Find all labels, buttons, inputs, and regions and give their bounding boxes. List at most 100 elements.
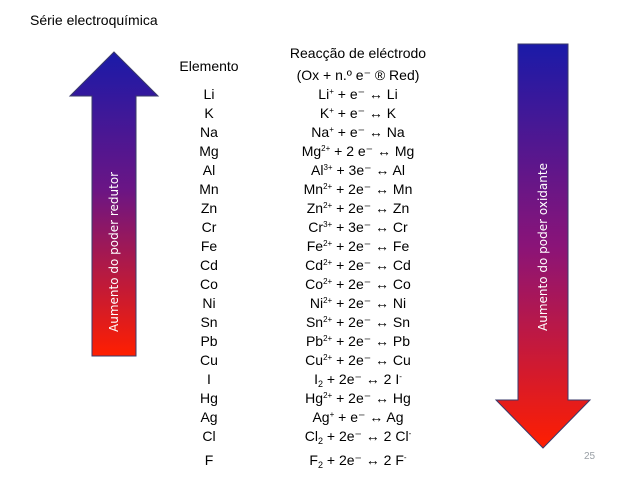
reaction-product: 2 F — [379, 452, 404, 468]
element-symbol: Fe — [200, 238, 218, 254]
reaction-electrons: + 2e⁻ — [332, 257, 376, 273]
element-symbol: Ag — [200, 409, 218, 425]
electrode-reaction: Co2+ + 2e⁻ ↔ Co — [272, 276, 444, 293]
reaction-oxidant: Cd — [305, 257, 324, 273]
reaction-charge: + — [329, 106, 334, 115]
element-symbol: Sn — [200, 314, 218, 330]
equilibrium-arrow-icon: ↔ — [375, 390, 390, 406]
electrode-reaction: Hg2+ + 2e⁻ ↔ Hg — [272, 390, 444, 407]
element-symbol: F — [204, 452, 214, 468]
reaction-product: Ni — [389, 295, 407, 311]
equilibrium-arrow-icon: ↔ — [375, 200, 390, 216]
reaction-charge: 2+ — [323, 277, 333, 286]
element-symbol: Cr — [201, 219, 217, 235]
reaction-electrons: + 2e⁻ — [322, 452, 366, 468]
element-symbol: Zn — [200, 200, 218, 216]
left-arrow-label: Aumento do poder redutor — [107, 171, 121, 332]
reaction-product: Co — [389, 276, 411, 292]
reaction-product: Ag — [383, 409, 404, 425]
right-arrow-down-icon — [494, 43, 592, 449]
reaction-product: Cd — [389, 257, 411, 273]
reaction-electrons: + 2 e⁻ — [330, 143, 377, 159]
reaction-subscript: 2 — [317, 379, 323, 389]
reaction-product: Sn — [389, 314, 411, 330]
reaction-product-charge: - — [403, 453, 407, 462]
reaction-product: Mn — [389, 181, 413, 197]
reaction-oxidant: Ag — [312, 409, 330, 425]
reaction-header-line1: Reacção de eléctrodo — [289, 45, 427, 61]
reaction-oxidant: Na — [311, 124, 330, 140]
electrode-reaction: Cu2+ + 2e⁻ ↔ Cu — [272, 352, 444, 369]
reaction-charge: 2+ — [323, 258, 333, 267]
equilibrium-arrow-icon: ↔ — [375, 295, 390, 311]
element-symbol: Cd — [200, 257, 218, 273]
element-symbol: Cu — [200, 352, 218, 368]
reaction-oxidant: Zn — [306, 200, 324, 216]
reaction-electrons: + 2e⁻ — [332, 276, 376, 292]
element-column-header: Elemento — [179, 58, 239, 74]
reaction-product: K — [382, 105, 397, 121]
reaction-oxidant: Pb — [305, 333, 324, 349]
reaction-electrons: + 2e⁻ — [332, 181, 376, 197]
reaction-charge: 3+ — [323, 163, 333, 172]
electrode-reaction: Li+ + e⁻ ↔ Li — [272, 86, 444, 103]
element-symbol: Al — [202, 162, 216, 178]
reaction-product: Hg — [389, 390, 411, 406]
left-arrow-up-icon — [68, 51, 160, 357]
element-symbol: K — [204, 105, 214, 121]
right-arrow-label: Aumento do poder oxidante — [536, 163, 550, 331]
reaction-oxidant: F — [309, 452, 318, 468]
equilibrium-arrow-icon: ↔ — [365, 371, 380, 387]
equilibrium-arrow-icon: ↔ — [375, 276, 390, 292]
element-symbol: Co — [200, 276, 218, 292]
reaction-oxidant: Mn — [303, 181, 324, 197]
reaction-product: Cu — [389, 352, 411, 368]
reaction-oxidant: Mg — [301, 143, 322, 159]
element-symbol: Cl — [202, 428, 216, 444]
electrode-reaction: Fe2+ + 2e⁻ ↔ Fe — [272, 238, 444, 255]
reaction-electrons: + e⁻ — [333, 86, 369, 102]
reaction-product: Mg — [390, 143, 415, 159]
equilibrium-arrow-icon: ↔ — [368, 124, 383, 140]
reaction-oxidant: K — [319, 105, 330, 121]
reaction-oxidant: Cu — [305, 352, 324, 368]
reaction-product-charge: - — [408, 429, 412, 438]
reaction-product: Na — [382, 124, 405, 140]
reaction-subscript: 2 — [317, 460, 323, 470]
equilibrium-arrow-icon: ↔ — [375, 181, 390, 197]
reaction-charge: 2+ — [323, 315, 333, 324]
reaction-charge: 2+ — [323, 296, 333, 305]
reaction-charge: 2+ — [323, 201, 333, 210]
equilibrium-arrow-icon: ↔ — [375, 257, 390, 273]
reaction-product: Fe — [389, 238, 410, 254]
reaction-column-header: Reacção de eléctrodo (Ox + n.º e⁻ ® Red) — [262, 42, 454, 86]
electrode-reaction: Al3+ + 3e⁻ ↔ Al — [272, 162, 444, 179]
reaction-product-charge: - — [399, 372, 402, 381]
reaction-electrons: + 2e⁻ — [322, 371, 366, 387]
reaction-product: Li — [382, 86, 398, 102]
equilibrium-arrow-icon: ↔ — [375, 314, 390, 330]
reaction-product: Pb — [389, 333, 411, 349]
reaction-electrons: + 3e⁻ — [332, 162, 376, 178]
reaction-subscript: 2 — [317, 436, 323, 446]
reaction-oxidant: Hg — [305, 390, 324, 406]
reaction-electrons: + 2e⁻ — [332, 333, 376, 349]
equilibrium-arrow-icon: ↔ — [365, 428, 380, 444]
equilibrium-arrow-icon: ↔ — [368, 105, 383, 121]
reaction-oxidant: Cr — [308, 219, 324, 235]
electrode-reaction: F2 + 2e⁻ ↔ 2 F- — [272, 452, 444, 470]
electrode-reaction: Cr3+ + 3e⁻ ↔ Cr — [272, 219, 444, 236]
reaction-electrons: + 3e⁻ — [332, 219, 376, 235]
equilibrium-arrow-icon: ↔ — [375, 162, 390, 178]
reaction-oxidant: Sn — [305, 314, 324, 330]
reaction-oxidant: Fe — [306, 238, 324, 254]
electrode-reaction: Cd2+ + 2e⁻ ↔ Cd — [272, 257, 444, 274]
reaction-product: Al — [389, 162, 405, 178]
slide-title: Série electroquímica — [30, 12, 158, 28]
equilibrium-arrow-icon: ↔ — [375, 352, 390, 368]
electrode-reaction: Cl2 + 2e⁻ ↔ 2 Cl- — [272, 428, 444, 446]
equilibrium-arrow-icon: ↔ — [369, 409, 384, 425]
element-symbol: Hg — [200, 390, 218, 406]
reaction-charge: 2+ — [323, 353, 333, 362]
element-symbol: I — [207, 371, 211, 387]
